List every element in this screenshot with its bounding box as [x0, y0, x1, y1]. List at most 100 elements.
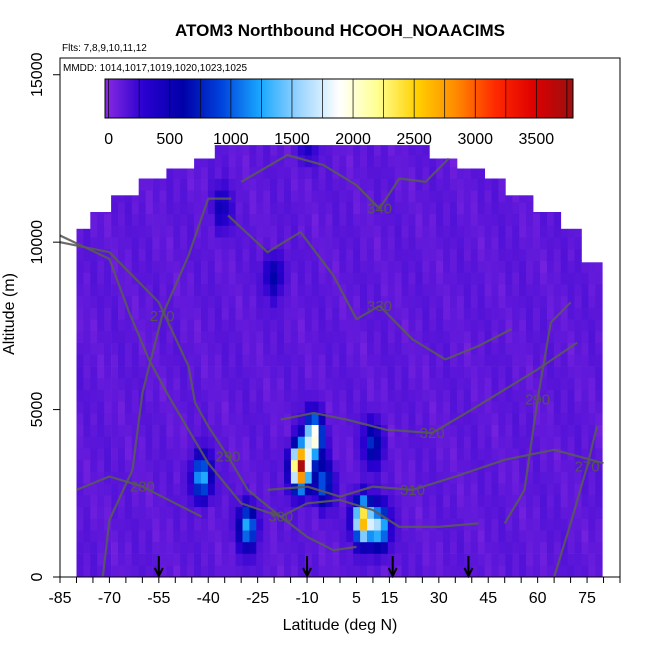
heatmap-cell	[456, 436, 465, 449]
heatmap-cell	[249, 178, 257, 191]
heatmap-cell	[228, 530, 236, 543]
heatmap-cell	[540, 565, 548, 578]
heatmap-cell	[526, 213, 534, 226]
heatmap-cell	[145, 565, 153, 578]
x-tick-label: -40	[197, 590, 220, 607]
heatmap-cell	[519, 401, 527, 414]
heatmap-cell	[546, 330, 555, 343]
heatmap-cell	[111, 412, 119, 425]
heatmap-cell	[221, 145, 229, 156]
heatmap-cell	[166, 248, 174, 261]
heatmap-cell	[436, 248, 444, 261]
heatmap-cell	[277, 495, 285, 508]
heatmap-cell	[159, 412, 167, 425]
heatmap-cell	[408, 412, 416, 425]
heatmap-cell	[484, 190, 492, 203]
heatmap-cell	[180, 436, 188, 449]
heatmap-cell	[194, 389, 202, 402]
heatmap-cell	[290, 225, 299, 238]
heatmap-cell	[249, 412, 257, 425]
heatmap-cell	[415, 145, 423, 156]
heatmap-cell	[387, 237, 396, 250]
heatmap-cell	[118, 412, 126, 425]
heatmap-cell	[318, 145, 326, 156]
heatmap-cell	[415, 518, 423, 531]
heatmap-cell	[429, 448, 437, 461]
heatmap-cell	[284, 330, 292, 343]
heatmap-cell	[284, 166, 292, 179]
heatmap-cell	[353, 307, 361, 320]
heatmap-cell	[346, 202, 354, 215]
heatmap-cell	[145, 518, 153, 531]
heatmap-cell	[270, 436, 278, 449]
heatmap-cell	[540, 448, 548, 461]
heatmap-cell	[588, 262, 596, 273]
heatmap-cell	[533, 330, 541, 343]
heatmap-cell	[470, 424, 479, 437]
heatmap-cell	[145, 412, 153, 425]
heatmap-cell	[415, 389, 423, 402]
heatmap-cell	[284, 553, 292, 566]
heatmap-cell	[76, 459, 84, 472]
heatmap-cell	[207, 272, 216, 285]
heatmap-cell	[124, 389, 133, 402]
heatmap-cell	[159, 213, 167, 226]
heatmap-cell	[526, 237, 534, 250]
heatmap-cell	[159, 202, 167, 215]
heatmap-cell	[360, 401, 368, 414]
heatmap-cell	[519, 377, 527, 390]
heatmap-cell	[124, 272, 133, 285]
heatmap-cell	[387, 366, 396, 379]
heatmap-cell	[159, 459, 167, 472]
heatmap-cell	[526, 295, 534, 308]
heatmap-cell	[595, 295, 603, 308]
heatmap-cell	[83, 237, 91, 250]
heatmap-cell	[491, 272, 499, 285]
heatmap-cell	[104, 272, 112, 285]
y-tick-label: 15000	[29, 52, 46, 97]
heatmap-cell	[111, 330, 119, 343]
heatmap-cell	[104, 506, 112, 519]
heatmap-cell	[187, 565, 195, 578]
heatmap-cell	[207, 495, 216, 508]
heatmap-cell	[263, 495, 271, 508]
heatmap-cell	[456, 213, 465, 226]
heatmap-cell	[304, 307, 313, 320]
heatmap-cell	[118, 272, 126, 285]
heatmap-cell	[408, 377, 416, 390]
heatmap-cell	[560, 307, 568, 320]
heatmap-cell	[263, 424, 271, 437]
heatmap-cell	[187, 225, 195, 238]
heatmap-cell	[595, 506, 603, 519]
heatmap-cell	[450, 166, 458, 179]
heatmap-cell	[456, 354, 465, 367]
heatmap-cell	[553, 260, 562, 273]
heatmap-cell	[498, 495, 506, 508]
heatmap-cell	[360, 424, 368, 437]
heatmap-cell	[505, 295, 513, 308]
heatmap-cell	[484, 518, 492, 531]
heatmap-cell	[256, 145, 264, 156]
heatmap-cell	[124, 195, 133, 203]
heatmap-cell	[90, 213, 98, 226]
heatmap-cell	[201, 354, 209, 367]
heatmap-cell	[270, 366, 278, 379]
contour-label: 330	[367, 298, 392, 315]
heatmap-cell	[360, 553, 368, 566]
heatmap-cell	[408, 330, 416, 343]
heatmap-cell	[394, 436, 402, 449]
heatmap-cell	[380, 260, 389, 273]
heatmap-cell	[491, 190, 499, 203]
heatmap-cell	[456, 483, 465, 496]
heatmap-cell	[491, 448, 499, 461]
heatmap-cell	[201, 377, 209, 390]
heatmap-cell	[131, 553, 140, 566]
heatmap-cell	[159, 330, 167, 343]
heatmap-cell	[380, 565, 389, 578]
heatmap-cell	[498, 459, 506, 472]
heatmap-cell	[304, 202, 313, 215]
heatmap-cell	[456, 260, 465, 273]
heatmap-cell	[284, 155, 292, 168]
heatmap-cell	[284, 471, 292, 484]
heatmap-cell	[339, 166, 347, 179]
